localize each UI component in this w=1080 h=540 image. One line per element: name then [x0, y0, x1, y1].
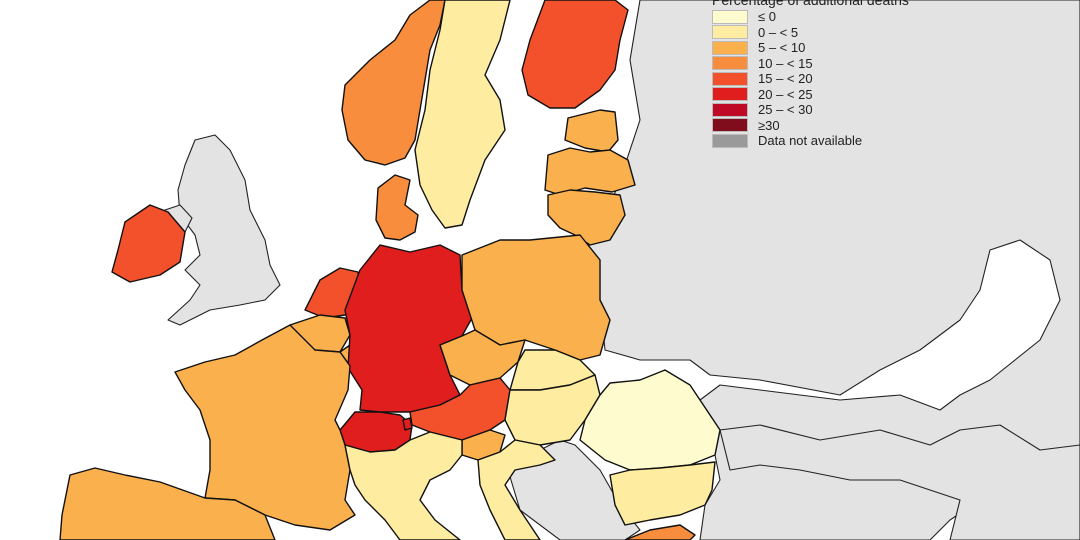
ireland [111, 204, 186, 283]
legend-label: 0 – < 5 [758, 24, 799, 40]
legend-label: 25 – < 30 [758, 102, 813, 118]
greece [624, 524, 696, 540]
norway [341, 0, 446, 166]
romania [579, 369, 721, 471]
legend-label: ≥30 [758, 117, 780, 133]
legend-row: Data not available [712, 133, 1012, 149]
legend-row: ≤ 0 [712, 9, 1012, 25]
lithuania [547, 189, 626, 246]
bulgaria [609, 461, 716, 526]
legend-swatch [712, 102, 748, 117]
legend-label: 15 – < 20 [758, 71, 813, 87]
black-sea-east-coast [719, 424, 1080, 540]
legend-swatch [712, 9, 748, 24]
legend-swatch [712, 87, 748, 102]
czechia [439, 329, 526, 386]
finland [521, 0, 629, 109]
legend-row: 15 – < 20 [712, 71, 1012, 87]
legend-swatch [712, 71, 748, 86]
legend-swatch [712, 40, 748, 55]
germany [344, 244, 473, 413]
legend-row: 0 – < 5 [712, 25, 1012, 41]
legend-swatch [712, 118, 748, 133]
legend-swatch [712, 56, 748, 71]
legend-label: ≤ 0 [758, 9, 776, 25]
estonia [564, 109, 619, 153]
legend-row: 25 – < 30 [712, 102, 1012, 118]
legend-row: ≥30 [712, 118, 1012, 134]
legend-swatch [712, 25, 748, 40]
denmark [375, 174, 419, 241]
legend-label: 10 – < 15 [758, 55, 813, 71]
legend-label: 5 – < 10 [758, 40, 806, 56]
sweden [414, 0, 511, 229]
legend-swatch [712, 133, 748, 148]
croatia [477, 439, 556, 540]
legend-row: 5 – < 10 [712, 40, 1012, 56]
legend-title: Percentage of additional deaths [712, 0, 909, 8]
liechtenstein [402, 417, 413, 431]
legend-label: Data not available [758, 133, 863, 149]
spain [59, 467, 276, 540]
legend-row: 10 – < 15 [712, 56, 1012, 72]
italy [344, 431, 463, 540]
legend-row: 20 – < 25 [712, 87, 1012, 103]
legend-label: 20 – < 25 [758, 86, 813, 102]
